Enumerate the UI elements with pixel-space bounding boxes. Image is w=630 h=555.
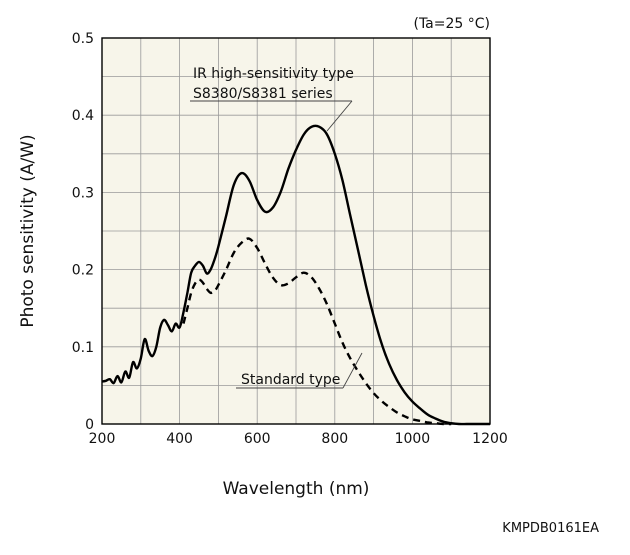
data-series xyxy=(101,124,490,426)
y-tick-label: 0.4 xyxy=(72,108,94,124)
x-tick-label: 200 xyxy=(89,431,116,447)
standard-label-leader xyxy=(342,352,363,389)
plot-frame xyxy=(101,37,491,425)
figure-code: KMPDB0161EA xyxy=(502,521,599,536)
y-tick-label: 0.2 xyxy=(72,263,94,279)
annotations: IR high-sensitivity type S8380/S8381 seri… xyxy=(190,66,363,389)
x-tick-label: 400 xyxy=(166,431,193,447)
standard-series-label: Standard type xyxy=(241,372,340,388)
ir-series-label-line: IR high-sensitivity type xyxy=(193,66,354,82)
ir-label-leader xyxy=(326,100,353,132)
x-tick-label: 800 xyxy=(321,431,348,447)
y-tick-label: 0.1 xyxy=(72,340,94,356)
y-tick-label: 0.3 xyxy=(72,185,94,201)
y-tick-labels: 0 0.1 0.2 0.3 0.4 0.5 xyxy=(72,31,94,433)
x-tick-label: 600 xyxy=(244,431,271,447)
condition-label: (Ta=25 °C) xyxy=(413,16,490,32)
x-axis-title: Wavelength (nm) xyxy=(223,479,370,499)
x-tick-label: 1000 xyxy=(395,431,431,447)
y-tick-label: 0.5 xyxy=(72,31,94,47)
x-tick-labels: 200 400 600 800 1000 1200 xyxy=(89,431,508,447)
x-tick-label: 1200 xyxy=(472,431,508,447)
ir-high-sensitivity-curve xyxy=(101,124,490,426)
ir-series-label-line: S8380/S8381 series xyxy=(193,86,333,102)
standard-type-curve xyxy=(182,237,452,426)
y-axis-title: Photo sensitivity (A/W) xyxy=(18,134,38,327)
grid xyxy=(102,38,490,424)
y-tick-label: 0 xyxy=(85,417,94,433)
